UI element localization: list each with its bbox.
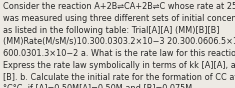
Text: Consider the reaction A+2B⇌CA+2B⇌C whose rate at 25 °C°C
was measured using thre: Consider the reaction A+2B⇌CA+2B⇌C whose…: [3, 2, 235, 88]
